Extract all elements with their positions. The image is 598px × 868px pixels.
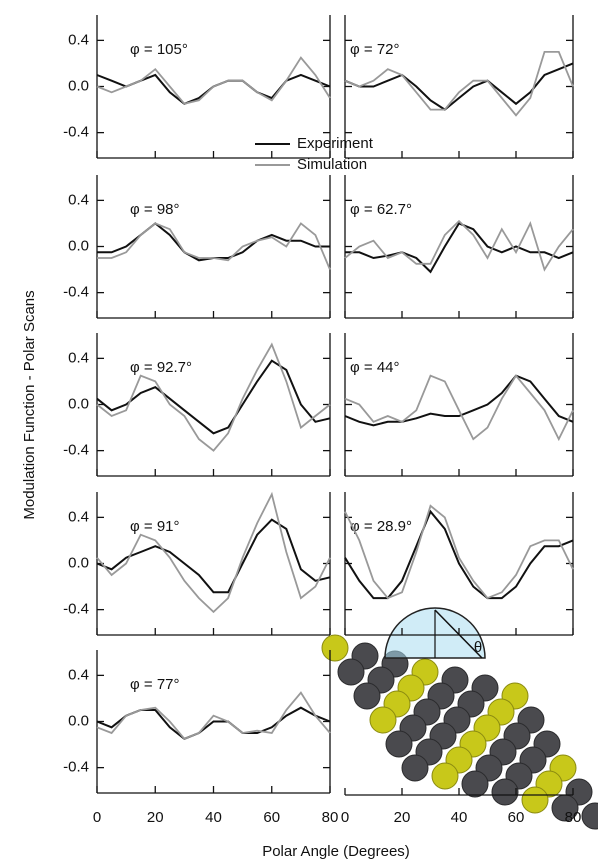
y-tick-label: 0.0 [68,77,89,94]
series-line [96,691,331,740]
atom [491,778,519,806]
y-tick-label: -0.4 [63,442,89,459]
x-tick-label: 40 [205,809,222,826]
x-tick-label: 80 [565,809,582,826]
atom [401,754,429,782]
x-tick-label: 60 [508,809,525,826]
series-line [96,491,331,614]
y-tick-label: -0.4 [63,601,89,618]
inset-angle-label: θ [474,639,482,656]
panel-annotation: φ = 72° [350,41,400,58]
y-axis-label: Modulation Function - Polar Scans [21,290,38,519]
y-tick-label: 0.0 [68,554,89,571]
panel-annotation: φ = 92.7° [130,359,192,376]
y-tick-label: -0.4 [63,284,89,301]
series-line [344,51,574,117]
atom [521,786,549,814]
y-tick-label: 0.0 [68,712,89,729]
y-tick-label: 0.0 [68,237,89,254]
series-line [344,219,574,272]
series-line [344,62,574,111]
x-axis-label: Polar Angle (Degrees) [262,843,410,860]
atom [461,770,489,798]
atom [385,730,413,758]
series-line [344,509,574,600]
panel-annotation: φ = 91° [130,518,180,535]
y-tick-label: 0.0 [68,395,89,412]
atom [431,762,459,790]
atom [581,802,598,830]
y-tick-label: 0.4 [68,191,89,208]
atom [353,682,381,710]
x-tick-label: 20 [394,809,411,826]
panel-annotation: φ = 62.7° [350,201,412,218]
y-tick-label: -0.4 [63,124,89,141]
series-line [96,518,331,594]
series-line [97,222,330,262]
series-line [97,222,331,270]
x-tick-label: 40 [451,809,468,826]
legend-label: Simulation [297,156,367,173]
y-tick-label: -0.4 [63,759,89,776]
panel-annotation: φ = 28.9° [350,518,412,535]
series-line [344,374,574,427]
panel-annotation: φ = 44° [350,359,400,376]
series-line [344,504,574,600]
legend-label: Experiment [297,135,374,152]
x-tick-label: 20 [147,809,164,826]
atom [321,634,349,662]
series-line [345,222,574,274]
series-line [96,73,331,105]
series-line [96,706,331,740]
series-line [96,342,331,452]
series-line [96,359,331,435]
y-tick-label: 0.4 [68,508,89,525]
inset-illustration [321,607,598,830]
x-tick-label: 0 [93,809,101,826]
panel-annotation: φ = 105° [130,41,188,58]
y-tick-label: 0.4 [68,31,89,48]
series-line [344,374,574,442]
x-tick-label: 60 [263,809,280,826]
series-line [96,56,331,105]
x-tick-label: 80 [322,809,339,826]
atom [369,706,397,734]
x-tick-label: 0 [341,809,349,826]
atom [337,658,365,686]
y-tick-label: 0.4 [68,666,89,683]
panel-annotation: φ = 77° [130,676,180,693]
panel-annotation: φ = 98° [130,201,180,218]
y-tick-label: 0.4 [68,349,89,366]
